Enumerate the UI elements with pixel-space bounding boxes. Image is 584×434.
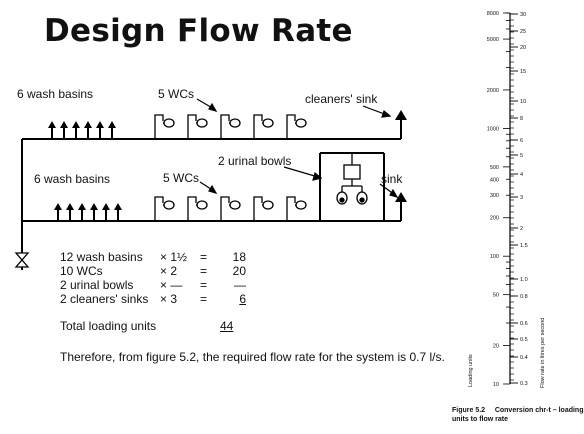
left-tick-label: 5000 xyxy=(487,37,499,43)
right-tick-label: 15 xyxy=(520,69,526,75)
right-tick-label: 0.3 xyxy=(520,381,528,387)
bottom-basins-label: 6 wash basins xyxy=(34,172,111,186)
left-tick-label: 20 xyxy=(493,344,499,350)
basin-arrowhead xyxy=(78,203,86,210)
wc-symbol xyxy=(187,196,197,221)
left-axis-label: Loading units xyxy=(468,354,474,387)
figure-caption: Figure 5.2 Conversion chr-t – loading un… xyxy=(452,406,584,424)
left-tick-label: 500 xyxy=(490,165,499,171)
calc-item: 12 wash basins xyxy=(60,250,143,264)
left-tick-label: 10 xyxy=(493,382,499,388)
calc-equals: = xyxy=(200,250,208,264)
right-tick-label: 0.8 xyxy=(520,294,528,300)
basin-arrowhead xyxy=(96,121,104,128)
right-tick-label: 25 xyxy=(520,29,526,35)
calc-factor: × 2 xyxy=(160,264,178,278)
calc-value: 6 xyxy=(239,292,246,306)
conclusion-text: Therefore, from figure 5.2, the required… xyxy=(60,350,445,364)
top-wcs-label: 5 WCs xyxy=(158,87,194,101)
left-tick-label: 200 xyxy=(490,216,499,222)
left-tick-label: 1000 xyxy=(487,126,499,132)
wc-symbol xyxy=(286,114,296,139)
calc-row: 10 WCs × 2 = 20 xyxy=(60,264,246,278)
right-tick-label: 6 xyxy=(520,138,523,144)
loading-calculation: 12 wash basins × 1½ = 18 10 WCs × 2 = 20… xyxy=(60,250,246,306)
total-value: 44 xyxy=(220,319,234,333)
right-tick-label: 0.6 xyxy=(520,321,528,327)
left-tick-label: 100 xyxy=(490,254,499,260)
right-axis-label: Flow rate in litres per second xyxy=(540,318,546,388)
basin-arrowhead xyxy=(84,121,92,128)
calc-equals: = xyxy=(200,292,208,306)
basin-arrowhead xyxy=(90,203,98,210)
basin-arrowhead xyxy=(54,203,62,210)
basin-arrowhead xyxy=(66,203,74,210)
right-tick-label: 3 xyxy=(520,195,523,201)
calc-factor: × 1½ xyxy=(160,250,188,264)
total-row: Total loading units 44 xyxy=(60,319,233,333)
calc-row: 2 cleaners' sinks × 3 = 6 xyxy=(60,292,246,306)
wc-symbol xyxy=(154,196,164,221)
right-tick-label: 20 xyxy=(520,45,526,51)
calc-row: 2 urinal bowls × — = — xyxy=(60,278,246,292)
basin-arrowhead xyxy=(72,121,80,128)
right-tick-label: 1.5 xyxy=(520,243,528,249)
wc-symbol xyxy=(220,196,230,221)
plumbing-schematic xyxy=(14,98,407,270)
caption-label: Figure 5.2 xyxy=(452,407,486,414)
right-tick-label: 10 xyxy=(520,99,526,105)
wc-symbol xyxy=(286,196,296,221)
right-tick-label: 0.5 xyxy=(520,337,528,343)
caption-text: Conversion chr-t – loading units to flow… xyxy=(452,407,584,423)
right-tick-label: 4 xyxy=(520,172,523,178)
wc-symbol xyxy=(154,114,164,139)
left-tick-label: 2000 xyxy=(487,88,499,94)
left-tick-label: 400 xyxy=(490,177,499,183)
left-tick-label: 300 xyxy=(490,193,499,199)
left-tick-label: 50 xyxy=(493,293,499,299)
total-label: Total loading units xyxy=(60,319,157,333)
calc-equals: = xyxy=(200,264,208,278)
page-title: Design Flow Rate xyxy=(44,13,353,49)
basin-arrowhead xyxy=(114,203,122,210)
calc-row: 12 wash basins × 1½ = 18 xyxy=(60,250,246,264)
right-tick-label: 8 xyxy=(520,116,523,122)
urinals-label: 2 urinal bowls xyxy=(218,154,292,168)
wc-symbol xyxy=(253,114,263,139)
calc-item: 2 cleaners' sinks xyxy=(60,292,149,306)
calc-item: 10 WCs xyxy=(60,264,103,278)
calc-factor: × — xyxy=(160,278,183,292)
right-tick-label: 2 xyxy=(520,226,523,232)
bottom-wcs-label: 5 WCs xyxy=(163,171,199,185)
sink-label: sink xyxy=(381,172,403,186)
calc-value: 18 xyxy=(232,250,246,264)
left-tick-label: 8000 xyxy=(487,11,499,17)
wc-symbol xyxy=(253,196,263,221)
right-tick-label: 0.4 xyxy=(520,355,528,361)
wc-symbol xyxy=(220,114,230,139)
basin-arrowhead xyxy=(108,121,116,128)
basin-arrowhead xyxy=(102,203,110,210)
cleaners-sink-label: cleaners' sink xyxy=(305,92,378,106)
calc-value: 20 xyxy=(232,264,246,278)
right-tick-label: 5 xyxy=(520,153,523,159)
right-tick-label: 30 xyxy=(520,12,526,18)
calc-factor: × 3 xyxy=(160,292,178,306)
calc-item: 2 urinal bowls xyxy=(60,278,134,292)
basin-arrowhead xyxy=(48,121,56,128)
basin-arrowhead xyxy=(60,121,68,128)
wc-symbol xyxy=(187,114,197,139)
calc-equals: = xyxy=(200,278,208,292)
right-tick-label: 1.0 xyxy=(520,277,528,283)
top-basins-label: 6 wash basins xyxy=(17,87,94,101)
calc-value: — xyxy=(234,278,246,292)
